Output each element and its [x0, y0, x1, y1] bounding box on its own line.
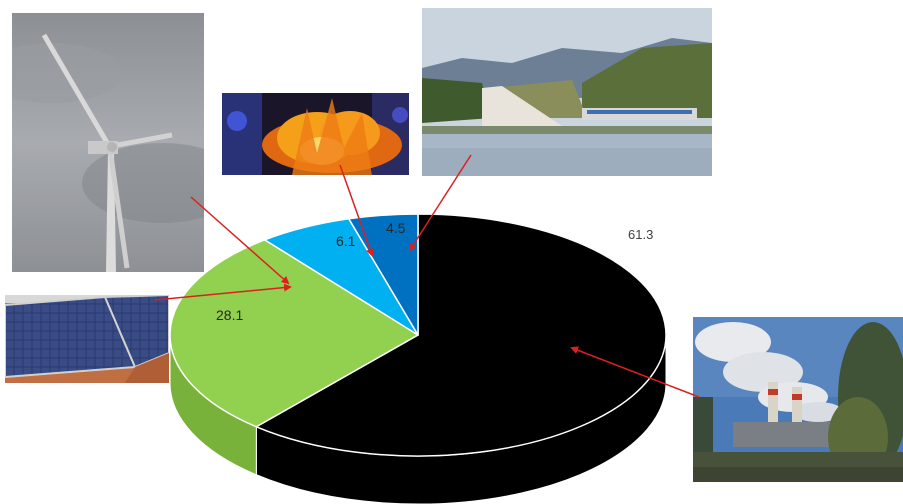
pie-slice-3 [348, 213, 419, 336]
data-label-2: 6.1 [336, 233, 356, 249]
pie-slice-1 [169, 239, 419, 428]
biomass-fire-photo [222, 93, 409, 175]
hydro-dam-photo [422, 8, 712, 176]
arrow-solar [154, 283, 292, 301]
solar-panel-photo [5, 295, 169, 383]
arrow-fire [339, 164, 374, 257]
arrow-coal [570, 346, 700, 398]
data-label-1: 28.1 [216, 307, 243, 323]
data-label-3: 4.5 [386, 220, 406, 236]
data-label-0: 61.3 [628, 227, 653, 242]
pie-slice-0 [255, 213, 667, 457]
arrow-hydro [408, 154, 472, 252]
wind-turbine-photo [12, 13, 204, 272]
coal-power-plant-photo [693, 317, 903, 482]
arrow-wind [190, 196, 290, 285]
